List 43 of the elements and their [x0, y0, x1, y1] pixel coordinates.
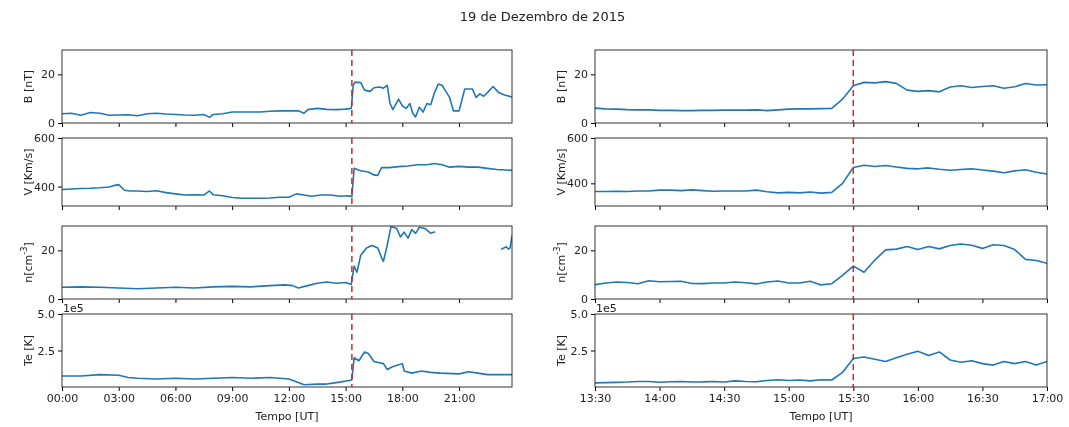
y-axis-title: V [Km/s]	[22, 148, 35, 196]
x-tick-label: 21:00	[443, 391, 476, 405]
y-tick-label: 2.5	[37, 344, 55, 358]
y-axis-title: B [nT]	[555, 69, 568, 104]
y-tick-label: 400	[34, 180, 55, 194]
y-tick-label: 20	[574, 244, 588, 258]
x-tick-label: 14:00	[644, 391, 676, 405]
y-axis-title: V [Km/s]	[555, 148, 568, 196]
x-tick-label: 14:30	[708, 391, 741, 405]
x-tick-label: 15:00	[330, 391, 362, 405]
y-tick-label: 0	[581, 293, 588, 307]
y-axis-title: Te [K]	[22, 335, 35, 367]
y-axis-title: Te [K]	[555, 335, 568, 367]
x-tick-label: 13:30	[579, 391, 612, 405]
x-tick-label: 09:00	[216, 391, 249, 405]
y-tick-label: 0	[581, 117, 588, 131]
y-tick-label: 600	[34, 132, 55, 146]
x-tick-label: 15:30	[837, 391, 870, 405]
x-axis-title: Tempo [UT]	[254, 410, 319, 423]
y-axis-title: B [nT]	[22, 69, 35, 104]
x-tick-label: 16:00	[902, 391, 935, 405]
x-tick-label: 16:30	[967, 391, 999, 405]
x-tick-label: 12:00	[273, 391, 306, 405]
annotation: 1e5	[63, 302, 84, 315]
y-tick-label: 0	[48, 117, 55, 131]
x-tick-label: 17:00	[1031, 391, 1064, 405]
x-tick-label: 03:00	[103, 391, 136, 405]
y-tick-label: 400	[567, 177, 588, 191]
text: 19 de Dezembro de 2015	[459, 9, 626, 24]
annotation: 1e5	[596, 302, 617, 315]
y-tick-label: 5.0	[37, 308, 55, 322]
y-tick-label: 20	[41, 244, 55, 258]
y-tick-label: 2.5	[570, 344, 588, 358]
y-tick-label: 20	[574, 68, 588, 82]
x-tick-label: 06:00	[160, 391, 192, 405]
y-tick-label: 20	[41, 68, 55, 82]
x-axis-title: Tempo [UT]	[788, 410, 853, 423]
y-tick-label: 5.0	[570, 308, 588, 322]
y-tick-label: 0	[48, 293, 55, 307]
x-tick-label: 00:00	[46, 391, 79, 405]
x-tick-label: 15:00	[773, 391, 806, 405]
y-tick-label: 600	[567, 132, 588, 146]
x-tick-label: 18:00	[386, 391, 419, 405]
